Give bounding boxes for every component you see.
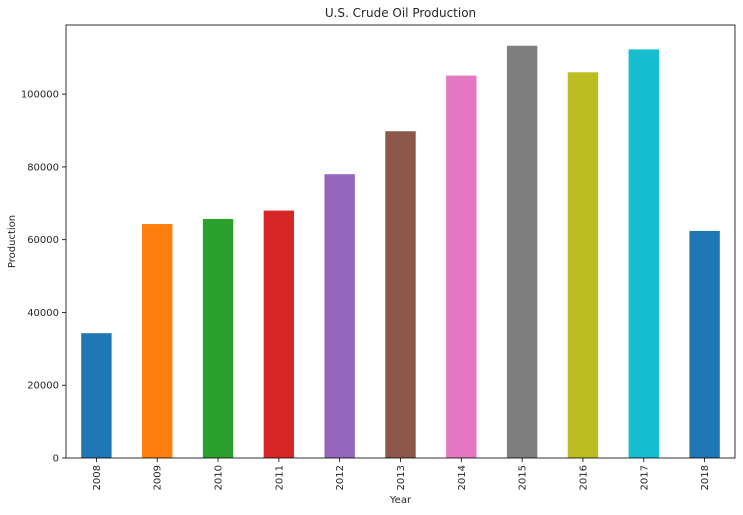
x-axis-ticks: 2008 2009 2010 2011 2012 2013 2014 2015 2016 2017… <box>92 458 711 490</box>
y-axis-label: Production <box>7 215 18 268</box>
bar-2017 <box>628 49 659 458</box>
x-tick-label: 2018 <box>700 465 711 490</box>
bar-2008 <box>81 333 112 458</box>
bar-2011 <box>263 210 295 458</box>
bar-2015 <box>506 45 538 459</box>
y-tick-label: 20000 <box>27 381 59 392</box>
y-tick-label: 40000 <box>27 308 59 319</box>
y-tick-label: 0 <box>53 454 59 465</box>
y-tick-label: 100000 <box>21 90 59 101</box>
x-tick-label: 2016 <box>578 465 589 490</box>
plot-frame <box>65 24 736 459</box>
x-tick-label: 2010 <box>214 465 225 490</box>
x-tick-label: 2017 <box>639 465 650 490</box>
bar-2009 <box>142 224 173 458</box>
bar-2013 <box>385 131 416 459</box>
x-tick-label: 2014 <box>457 465 468 490</box>
x-tick-label: 2008 <box>92 465 103 490</box>
bar-2016 <box>567 72 599 458</box>
chart-title: U.S. Crude Oil Production <box>325 6 476 20</box>
y-axis-ticks: 0 20000 40000 60000 80000 100000 <box>21 90 66 465</box>
bar-2014 <box>446 75 477 459</box>
y-tick-label: 80000 <box>27 162 59 173</box>
x-tick-label: 2009 <box>153 465 164 490</box>
x-axis-label: Year <box>389 495 412 506</box>
bar-2018 <box>689 230 720 458</box>
y-tick-label: 60000 <box>27 235 59 246</box>
bars-group <box>81 45 720 459</box>
axes-frame <box>65 24 736 459</box>
x-tick-label: 2013 <box>396 465 407 490</box>
bar-2012 <box>324 174 355 458</box>
x-tick-label: 2015 <box>518 465 529 490</box>
x-tick-label: 2011 <box>274 465 285 490</box>
bar-2010 <box>202 218 234 458</box>
x-tick-label: 2012 <box>335 465 346 490</box>
